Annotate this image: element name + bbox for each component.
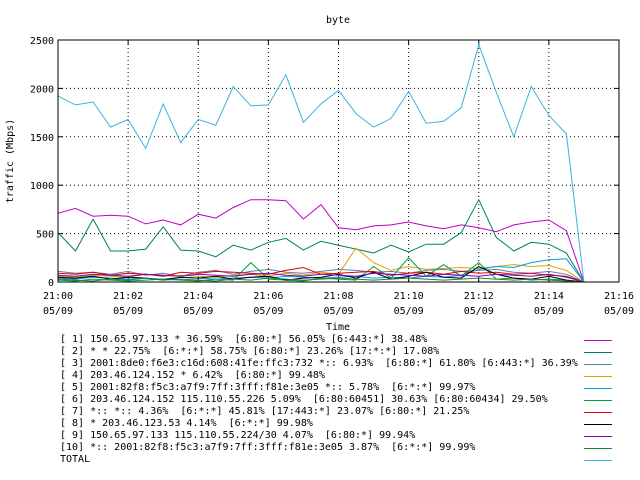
x-tick-date: 05/09 bbox=[394, 306, 424, 317]
plot-frame bbox=[57, 39, 620, 283]
x-tick-date: 05/09 bbox=[43, 306, 73, 317]
legend-label: [ 6] 203.46.124.152 115.110.55.226 5.09%… bbox=[60, 394, 548, 405]
legend-label: [ 7] *:: *:: 4.36% [6:*:*] 45.81% [17:44… bbox=[60, 406, 470, 417]
legend-entry: [ 7] *:: *:: 4.36% [6:*:*] 45.81% [17:44… bbox=[60, 406, 640, 418]
legend-swatch bbox=[584, 400, 612, 401]
x-tick-time: 21:16 bbox=[604, 291, 634, 302]
legend-label: [ 5] 2001:82f8:f5c3:a7f9:7ff:3fff:f81e:3… bbox=[60, 382, 476, 393]
legend-entry: [ 5] 2001:82f8:f5c3:a7f9:7ff:3fff:f81e:3… bbox=[60, 382, 640, 394]
y-tick-label: 0 bbox=[48, 278, 54, 289]
legend-swatch bbox=[584, 340, 612, 341]
legend-label: [ 3] 2001:8de0:f6e3:c16d:608:41fe:ffc3:7… bbox=[60, 358, 578, 369]
legend-label: [ 1] 150.65.97.133 * 36.59% [6:80:*] 56.… bbox=[60, 334, 428, 345]
series-line-2 bbox=[57, 198, 585, 283]
x-tick-date: 05/09 bbox=[183, 306, 213, 317]
x-tick-time: 21:10 bbox=[394, 291, 424, 302]
legend-swatch bbox=[584, 376, 612, 377]
series-line-11 bbox=[57, 43, 585, 283]
x-tick-date: 05/09 bbox=[464, 306, 494, 317]
legend-swatch bbox=[584, 424, 612, 425]
x-tick-time: 21:12 bbox=[464, 291, 494, 302]
legend-entry: [ 3] 2001:8de0:f6e3:c16d:608:41fe:ffc3:7… bbox=[60, 358, 640, 370]
series-lines bbox=[57, 43, 585, 283]
legend-entry: [ 2] * * 22.75% [6:*:*] 58.75% [6:80:*] … bbox=[60, 346, 640, 358]
chart-title: byte bbox=[326, 15, 350, 26]
series-line-1 bbox=[57, 199, 585, 283]
y-tick-label: 1000 bbox=[30, 181, 54, 192]
x-tick-date: 05/09 bbox=[604, 306, 634, 317]
legend-entry: [ 9] 150.65.97.133 115.110.55.224/30 4.0… bbox=[60, 430, 640, 442]
legend-entry: [ 1] 150.65.97.133 * 36.59% [6:80:*] 56.… bbox=[60, 334, 640, 346]
legend-swatch bbox=[584, 352, 612, 353]
x-tick-time: 21:14 bbox=[534, 291, 564, 302]
y-tick-label: 2000 bbox=[30, 84, 54, 95]
y-tick-label: 2500 bbox=[30, 36, 54, 47]
legend-entry: [ 8] * 203.46.123.53 4.14% [6:*:*] 99.98… bbox=[60, 418, 640, 430]
legend-label: [ 9] 150.65.97.133 115.110.55.224/30 4.0… bbox=[60, 430, 416, 441]
x-tick-date: 05/09 bbox=[113, 306, 143, 317]
legend-swatch bbox=[584, 388, 612, 389]
x-tick-date: 05/09 bbox=[253, 306, 283, 317]
x-tick-date: 05/09 bbox=[534, 306, 564, 317]
legend-label: [10] *:: 2001:82f8:f5c3:a7f9:7ff:3fff:f8… bbox=[60, 442, 476, 453]
y-tick-label: 500 bbox=[36, 230, 54, 241]
x-tick-time: 21:04 bbox=[183, 291, 213, 302]
legend-swatch bbox=[584, 448, 612, 449]
series-line-3 bbox=[57, 268, 585, 283]
legend-label: [ 4] 203.46.124.152 * 6.42% [6:80:*] 99.… bbox=[60, 370, 325, 381]
series-line-9 bbox=[57, 272, 585, 283]
x-tick-date: 05/09 bbox=[323, 306, 353, 317]
y-axis-ticks: 0 500 1000 1500 2000 2500 bbox=[30, 36, 619, 289]
legend-entry: [ 4] 203.46.124.152 * 6.42% [6:80:*] 99.… bbox=[60, 370, 640, 382]
series-line-10 bbox=[57, 277, 584, 283]
legend-label: TOTAL bbox=[60, 454, 91, 465]
y-tick-label: 1500 bbox=[30, 133, 54, 144]
x-tick-time: 21:00 bbox=[43, 291, 73, 302]
legend-swatch bbox=[584, 460, 612, 461]
legend-entry: TOTAL bbox=[60, 454, 640, 466]
legend-entry: [10] *:: 2001:82f8:f5c3:a7f9:7ff:3fff:f8… bbox=[60, 442, 640, 454]
legend-swatch bbox=[584, 364, 612, 365]
legend-label: [ 8] * 203.46.123.53 4.14% [6:*:*] 99.98… bbox=[60, 418, 313, 429]
legend-swatch bbox=[584, 436, 612, 437]
legend-label: [ 2] * * 22.75% [6:*:*] 58.75% [6:80:*] … bbox=[60, 346, 440, 357]
x-tick-time: 21:06 bbox=[253, 291, 283, 302]
legend-swatch bbox=[584, 412, 612, 413]
y-axis-label: traffic (Mbps) bbox=[5, 119, 16, 203]
legend-entry: [ 6] 203.46.124.152 115.110.55.226 5.09%… bbox=[60, 394, 640, 406]
x-tick-time: 21:08 bbox=[323, 291, 353, 302]
x-tick-time: 21:02 bbox=[113, 291, 143, 302]
x-axis-label: Time bbox=[326, 322, 350, 333]
grid-lines bbox=[58, 40, 619, 282]
